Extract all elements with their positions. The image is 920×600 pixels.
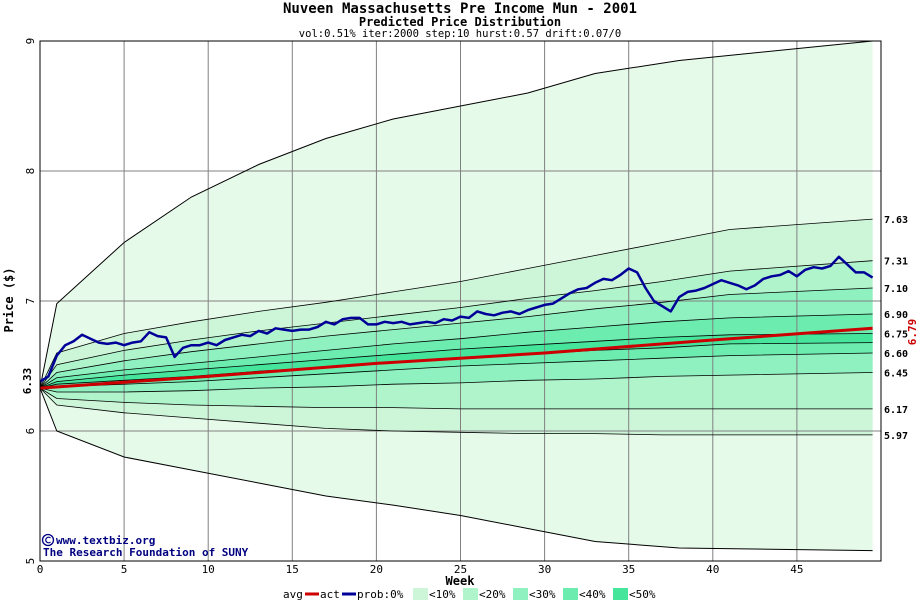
legend-swatch-band [413,588,428,600]
legend-label: avg [283,588,303,600]
chart-subtitle: Predicted Price Distribution [359,15,561,29]
band-end-label: 6.75 [884,330,908,341]
x-tick-label: 30 [538,563,551,576]
credit-website: www.textbiz.org [56,534,155,547]
x-tick-label: 10 [202,563,215,576]
band-upper-line [39,260,873,389]
band-upper-line [39,333,873,389]
band-end-labels: 7.63 7.31 7.10 6.90 6.75 6.60 6.45 6.17 5.97 [884,215,908,442]
y-axis-label: Price ($) [2,267,16,332]
band-end-label: 6.90 [884,310,908,321]
y-tick-label: 5 [24,558,37,565]
band-lt-50 [40,333,873,389]
band-end-label: 6.60 [884,349,908,360]
band-upper-line [39,287,873,389]
chart-title: Nuveen Massachusetts Pre Income Mun - 20… [283,1,637,17]
legend-label: <10% [429,588,456,600]
x-tick-label: 20 [370,563,383,576]
x-axis-label: Week [446,574,476,588]
band-end-label: 5.97 [884,431,908,442]
y-tick-label: 8 [24,168,37,175]
x-tick-label: 0 [37,563,44,576]
band-boundary-lines [39,40,873,552]
band-lower-line [39,387,873,436]
plot-frame [39,40,882,562]
legend-label: <50% [629,588,656,600]
x-tick-label: 40 [706,563,719,576]
start-price-label: 6.33 [21,368,34,395]
x-tick-label: 35 [622,563,635,576]
legend-label: <40% [579,588,606,600]
copyright-icon [41,533,55,547]
legend-swatch-band [513,588,528,600]
legend-label: <30% [529,588,556,600]
grid-lines [40,41,881,561]
band-upper-line [39,313,873,389]
band-lower-line [39,352,873,389]
probability-bands [40,41,873,551]
x-tick-label: 15 [286,563,299,576]
x-tick-label: 25 [454,563,467,576]
series-lines [39,255,874,390]
y-tick-label: 9 [24,38,37,45]
act-series-line [39,255,874,383]
legend-label: prob:0% [357,588,404,600]
band-end-label: 7.31 [884,257,908,268]
legend-swatch-band [463,588,478,600]
y-tick-label: 6 [24,428,37,435]
end-average-label: 6.79 [906,319,919,346]
y-tick-label: 7 [24,298,37,305]
legend-label: <20% [479,588,506,600]
credit-organization: The Research Foundation of SUNY [43,546,249,559]
band-upper-line [39,40,873,389]
band-end-label: 6.45 [884,369,908,380]
credit-block: www.textbiz.org The Research Foundation … [41,533,249,559]
band-end-label: 7.10 [884,284,908,295]
legend-label: act [320,588,340,600]
legend-swatch-band [613,588,628,600]
band-lower-line [39,372,873,393]
legend: avg act prob:0% <10% <20% <30% <40% <50% [283,588,656,600]
band-end-label: 7.63 [884,215,908,226]
avg-series-line [39,326,873,390]
legend-swatch-band [563,588,578,600]
band-lower-line [39,387,873,552]
chart-params: vol:0.51% iter:2000 step:10 hurst:0.57 d… [299,28,621,40]
x-tick-label: 45 [790,563,803,576]
band-lower-line [39,387,873,410]
x-tick-label: 5 [121,563,128,576]
band-upper-line [39,218,873,389]
band-end-label: 6.17 [884,405,908,416]
